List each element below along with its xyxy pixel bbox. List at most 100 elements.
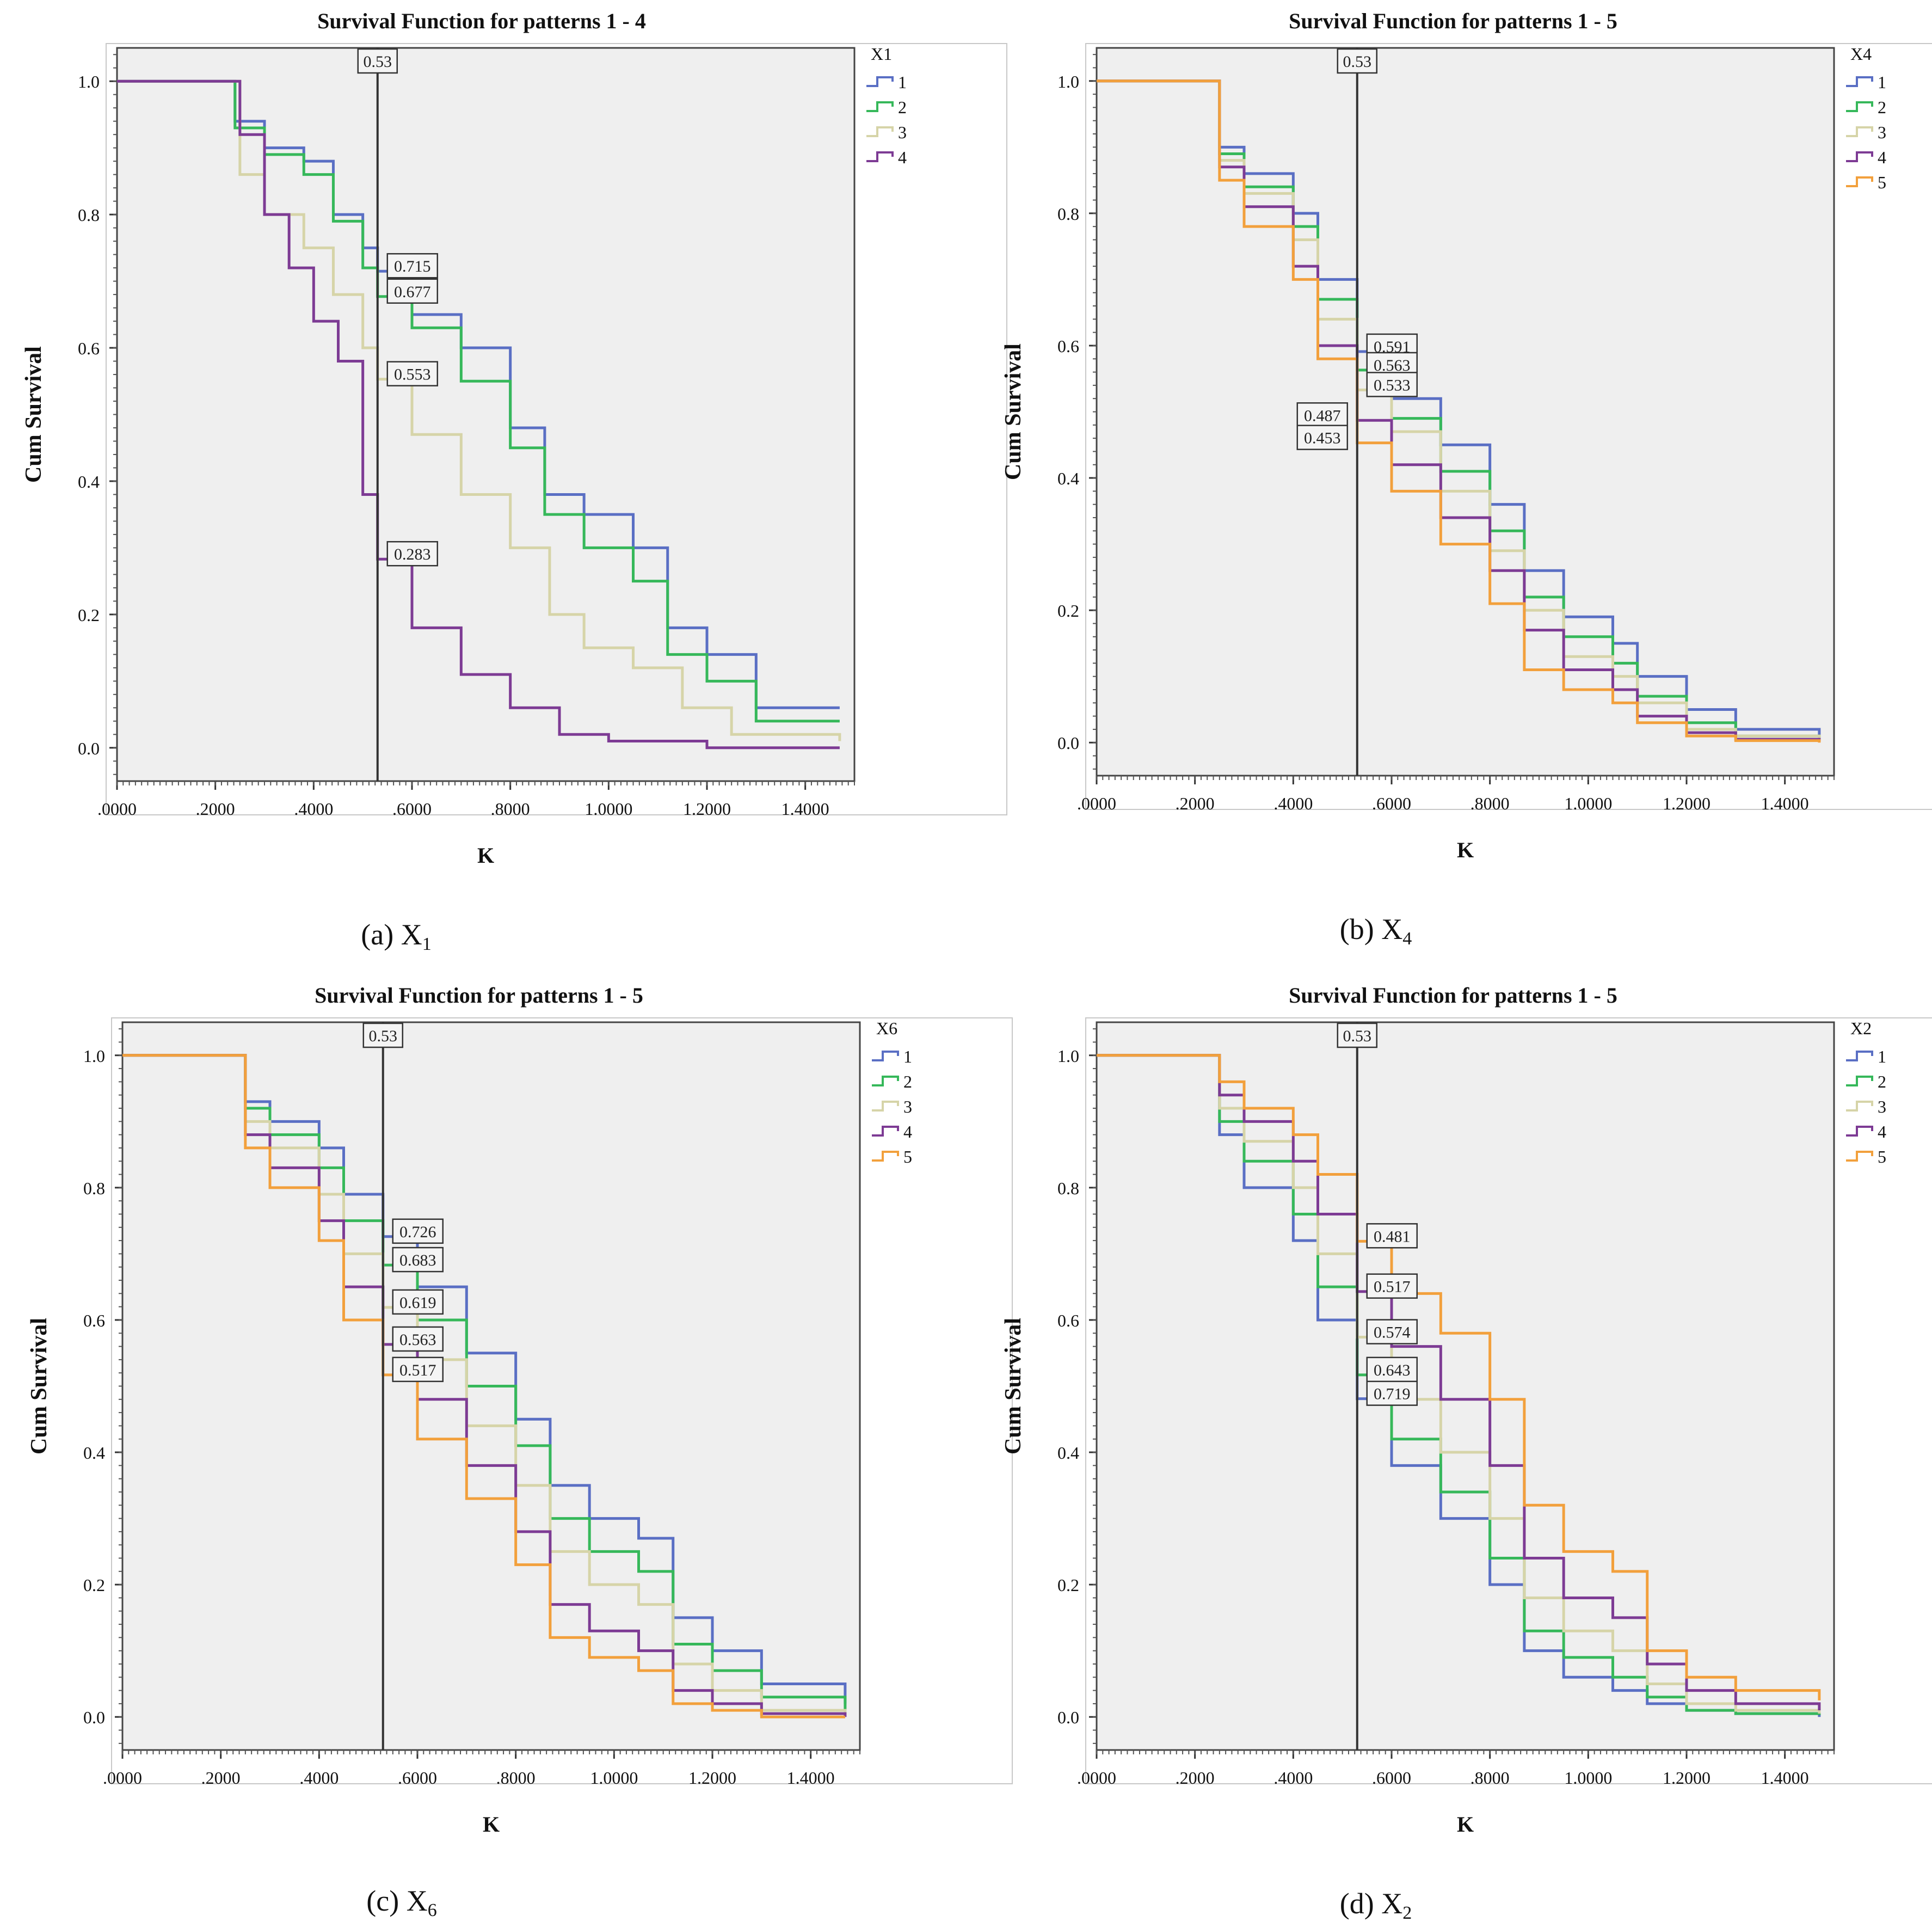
chart-title: Survival Function for patterns 1 - 5 (1289, 9, 1617, 33)
chart-frame (106, 43, 1007, 815)
annotation-text: 0.715 (394, 257, 431, 275)
y-tick-label: 0.2 (1057, 1575, 1079, 1595)
annotation-text: 0.517 (1374, 1278, 1411, 1296)
legend-label-4: 4 (1878, 1122, 1886, 1141)
legend-swatch-4 (872, 1126, 899, 1137)
legend-label-4: 4 (903, 1122, 912, 1141)
subfigure-caption: (c) X6 (366, 1884, 436, 1920)
chart-title: Survival Function for patterns 1 - 5 (315, 983, 643, 1008)
series-2-line (1097, 79, 1821, 740)
x-tick-label: .2000 (1176, 794, 1215, 813)
y-tick-label: 0.2 (78, 605, 100, 625)
legend-swatch-4 (1846, 1126, 1873, 1137)
annotation-text: 0.487 (1304, 407, 1341, 425)
x-tick-label: 1.0000 (1564, 794, 1612, 813)
annotation: 0.719 (1366, 1380, 1418, 1406)
legend-label-5: 5 (903, 1147, 912, 1166)
legend-swatch-2 (1846, 101, 1873, 112)
annotation-text: 0.517 (399, 1361, 436, 1379)
x-tick-label: 1.2000 (688, 1768, 736, 1788)
x-tick-label: .4000 (299, 1768, 339, 1788)
y-axis-label: Cum Survival (27, 1318, 52, 1454)
annotation: 0.517 (1366, 1273, 1418, 1299)
y-tick-label: 0.8 (78, 205, 100, 225)
x-tick-label: 1.4000 (782, 799, 829, 819)
chart-title: Survival Function for patterns 1 - 5 (1289, 983, 1617, 1008)
y-tick-label: 1.0 (1057, 72, 1079, 91)
x-tick-label: .8000 (491, 799, 530, 819)
cutoff-label: 0.53 (362, 1022, 404, 1048)
annotation-box (392, 1218, 444, 1244)
annotation-box (386, 278, 439, 304)
x-tick-label: .0000 (103, 1768, 142, 1788)
annotation-box (392, 1247, 444, 1273)
legend-label-3: 3 (1878, 122, 1886, 142)
legend-label-5: 5 (1878, 1147, 1886, 1166)
legend-swatch-3 (1846, 126, 1873, 137)
x-tick-label: .0000 (97, 799, 137, 819)
annotation-text: 0.283 (394, 545, 431, 563)
x-tick-label: .0000 (1077, 794, 1116, 813)
legend-swatch-2 (1846, 1076, 1873, 1086)
legend-swatch-4 (866, 151, 894, 162)
series-2-line (1097, 1054, 1821, 1715)
chart-frame (111, 1017, 1013, 1784)
x-tick-label: .8000 (1470, 794, 1510, 813)
cutoff-label-text: 0.53 (1343, 53, 1372, 71)
cutoff-label-box (1337, 1022, 1378, 1048)
x-tick-label: 1.4000 (1761, 794, 1809, 813)
cutoff-label: 0.53 (1337, 48, 1378, 74)
legend-label-2: 2 (903, 1072, 912, 1091)
legend: X4 1 2 3 4 5 (1846, 44, 1886, 192)
x-tick-label: .2000 (201, 1768, 241, 1788)
annotation-box (1366, 372, 1418, 397)
annotation-text: 0.619 (399, 1294, 436, 1312)
cutoff-label: 0.53 (1337, 1022, 1378, 1048)
annotation-text: 0.563 (1374, 357, 1411, 374)
cutoff-label-text: 0.53 (369, 1027, 398, 1045)
y-tick-label: 1.0 (78, 72, 100, 91)
plot-area (1096, 47, 1835, 777)
legend-swatch-3 (866, 126, 894, 137)
y-tick-label: 0.6 (83, 1311, 105, 1330)
legend: X2 1 2 3 4 5 (1846, 1018, 1886, 1166)
plot-area (1096, 1021, 1835, 1751)
annotation-text: 0.553 (394, 366, 431, 384)
legend-swatch-2 (866, 101, 894, 112)
series-5-line (1097, 1054, 1821, 1700)
legend-swatch-2 (872, 1076, 899, 1086)
legend-swatch-5 (1846, 1151, 1873, 1162)
x-tick-label: 1.0000 (1564, 1768, 1612, 1788)
x-tick-label: .6000 (398, 1768, 437, 1788)
annotation: 0.726 (392, 1218, 444, 1244)
legend-swatch-5 (1846, 176, 1873, 187)
y-tick-label: 0.6 (1057, 336, 1079, 356)
x-tick-label: .4000 (294, 799, 333, 819)
y-axis-label: Cum Survival (1001, 1318, 1026, 1454)
y-tick-label: 0.4 (78, 472, 100, 492)
y-tick-label: 0.0 (1057, 733, 1079, 753)
chart-4: Survival Function for patterns 1 - 5 0.0 0… (1001, 983, 1932, 1923)
annotation: 0.574 (1366, 1319, 1418, 1344)
legend-title: X6 (876, 1018, 897, 1038)
annotation-text: 0.677 (394, 283, 431, 301)
y-tick-label: 0.0 (83, 1708, 105, 1727)
x-tick-label: .4000 (1273, 794, 1313, 813)
annotation: 0.283 (386, 541, 439, 567)
chart-title: Survival Function for patterns 1 - 4 (317, 9, 646, 33)
y-tick-label: 0.6 (1057, 1311, 1079, 1330)
cutoff-label-text: 0.53 (364, 53, 392, 71)
legend-swatch-3 (872, 1101, 899, 1112)
legend: X6 1 2 3 4 5 (872, 1018, 912, 1166)
annotation-box (1366, 1273, 1418, 1299)
x-tick-label: .6000 (1372, 1768, 1411, 1788)
chart-frame (1085, 1017, 1932, 1784)
annotation: 0.619 (392, 1289, 444, 1315)
series-2-line (117, 79, 840, 723)
x-tick-label: 1.4000 (787, 1768, 835, 1788)
legend: X1 1 2 3 4 (866, 44, 907, 167)
annotation: 0.677 (386, 278, 439, 304)
annotation-box (386, 541, 439, 567)
series-5-line (122, 1054, 845, 1718)
